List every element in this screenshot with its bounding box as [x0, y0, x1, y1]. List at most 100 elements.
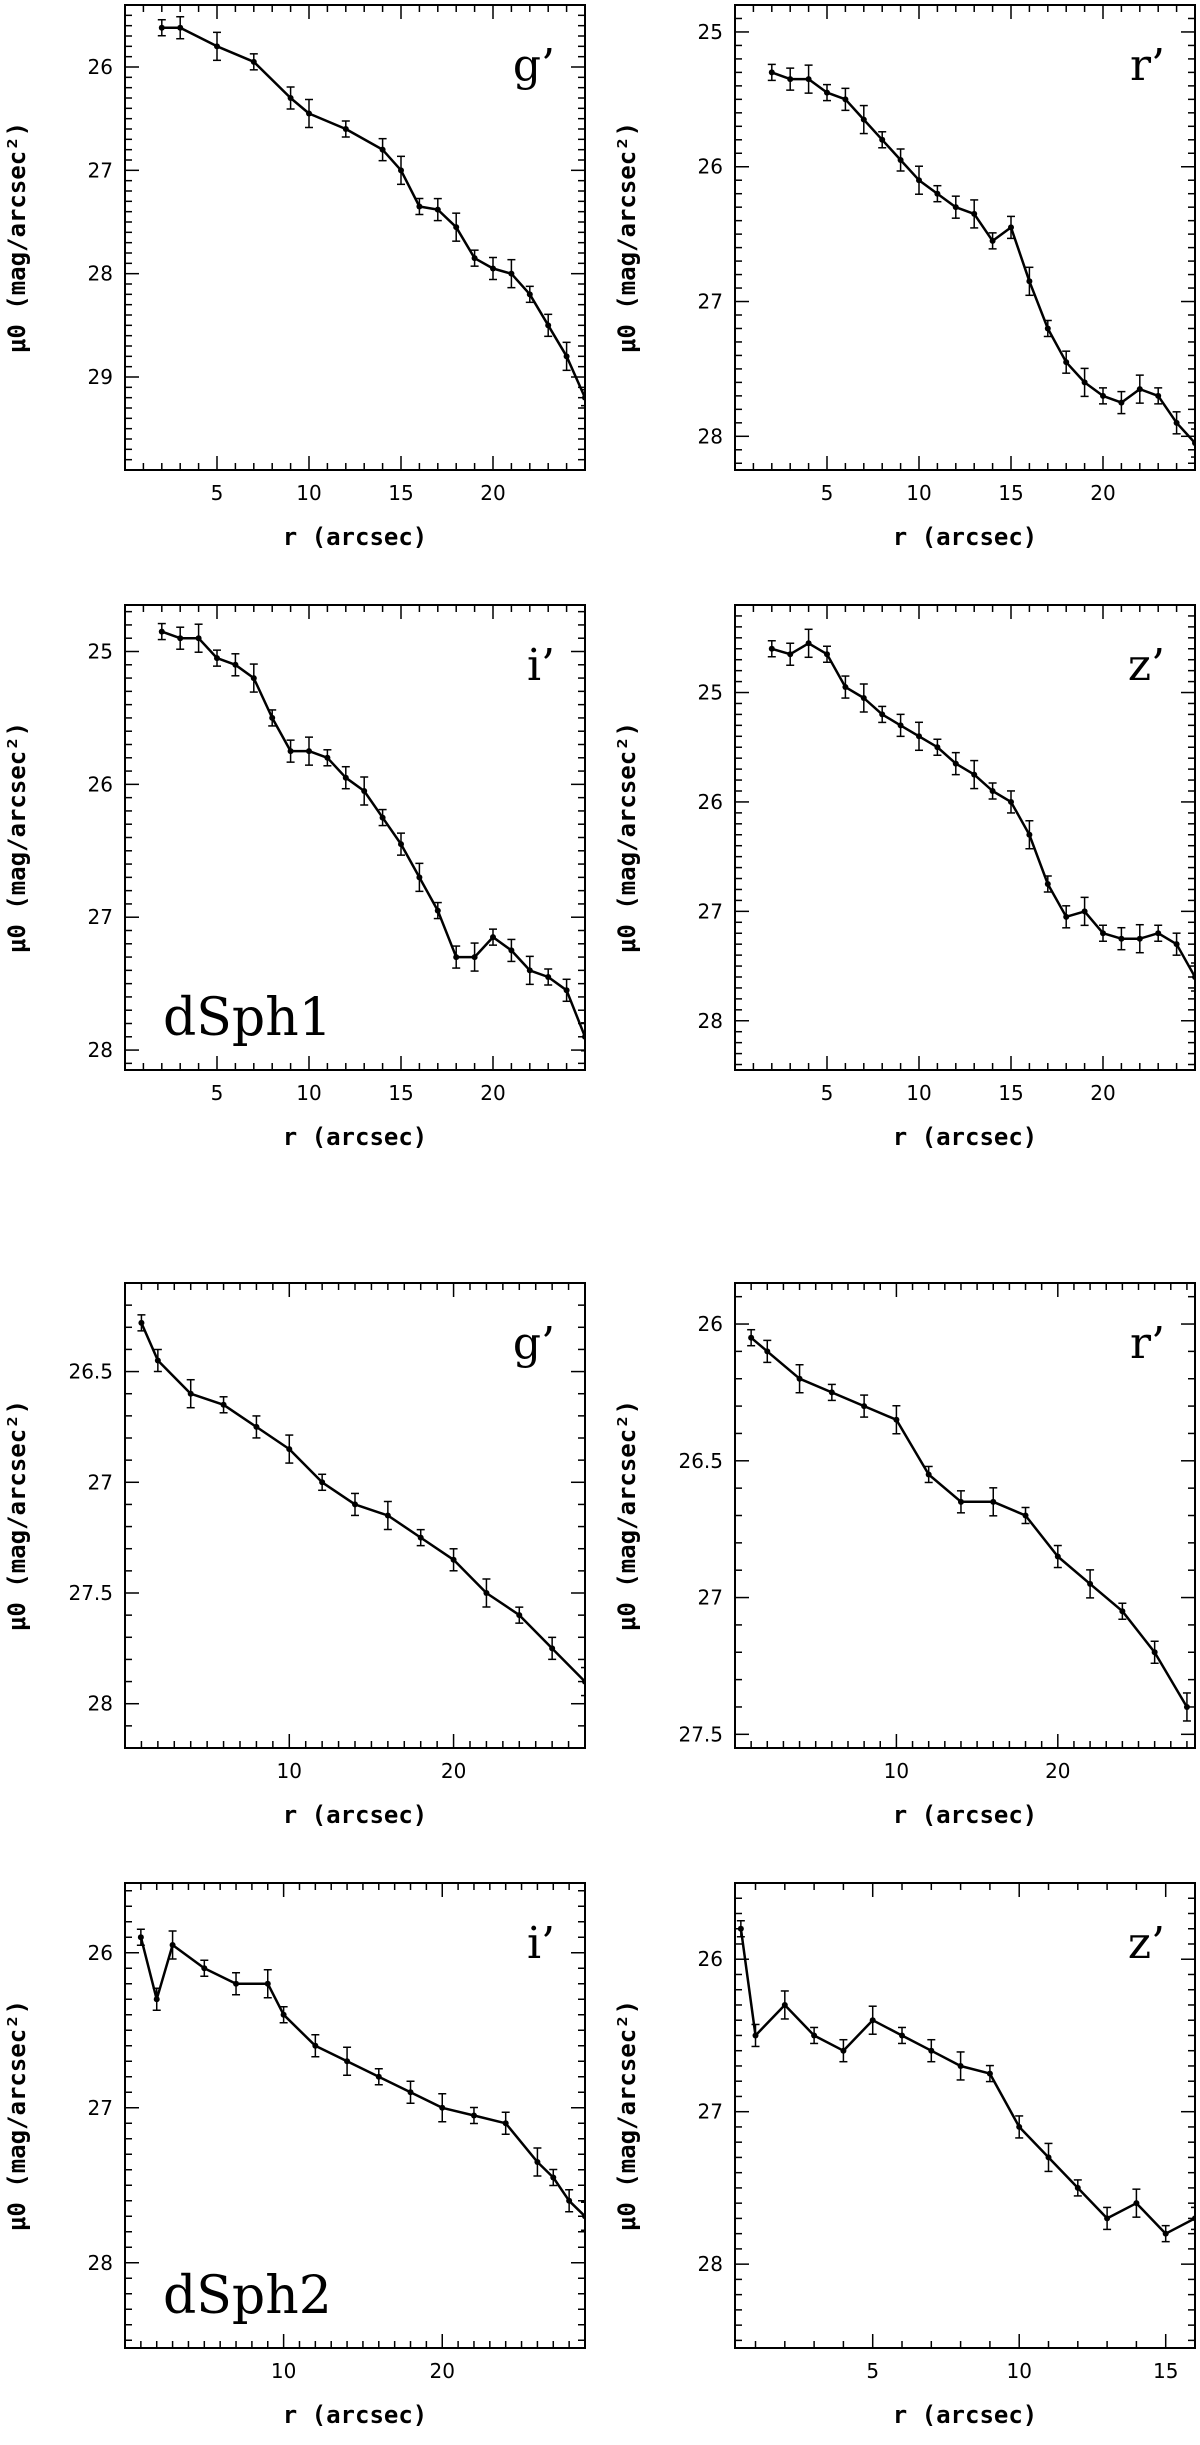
dsph1-i-data-point [379, 814, 386, 821]
dsph1-i-galaxy-label: dSph1 [163, 988, 332, 1048]
dsph1-z-xtick-label: 20 [1090, 1081, 1115, 1105]
dsph2-i-series-line [139, 1936, 585, 2218]
dsph1-r-xtick-label: 20 [1090, 481, 1115, 505]
dsph1-i-data-point [195, 635, 202, 642]
dsph1-r-ytick-label: 27 [698, 290, 723, 314]
dsph1-i-band-label: i’ [527, 640, 555, 691]
dsph1-i-xtick-label: 15 [388, 1081, 413, 1105]
dsph1-z-plot-frame [734, 604, 1196, 1071]
dsph2-i-data-point [470, 2112, 477, 2119]
dsph1-i-data-point [342, 774, 349, 781]
dsph2-g-data-point [187, 1390, 194, 1397]
dsph1-g-xtick-label: 5 [211, 481, 224, 505]
dsph1-r-data-layer [767, 63, 1195, 458]
dsph2-r-data-point [796, 1375, 803, 1382]
dsph1-z-data-point [842, 684, 849, 691]
dsph2-z-band-label: z’ [1128, 1918, 1165, 1969]
dsph2-g-data-point [450, 1556, 457, 1563]
panel-dsph2-r: 10 20 26 26.5 27 27.5 r (arcsec) μ0 (mag/arcsec… [613, 1282, 1196, 1829]
dsph1-i-data-point [287, 748, 294, 755]
dsph2-r-data-point [1022, 1512, 1029, 1519]
dsph2-r-data-point [1087, 1580, 1094, 1587]
dsph1-z-data-point [952, 760, 959, 767]
dsph2-z-data-point [1133, 2200, 1140, 2207]
dsph2-z-data-point [1045, 2154, 1052, 2161]
dsph1-r-data-point [1008, 224, 1014, 231]
dsph2-i-data-point [582, 2213, 585, 2220]
dsph2-i-data-point [264, 1980, 271, 1987]
dsph1-g-data-point [453, 224, 460, 231]
dsph2-i-data-layer [136, 1928, 585, 2231]
dsph1-r-data-point [1063, 359, 1070, 366]
dsph2-i-data-point [280, 2011, 287, 2018]
dsph2-g-data-point [549, 1645, 556, 1652]
dsph2-g-ytick-label: 26.5 [68, 1360, 113, 1384]
dsph2-z-data-point [1074, 2184, 1081, 2191]
dsph1-z-data-point [897, 722, 904, 729]
dsph1-g-data-layer [157, 15, 585, 407]
dsph1-r-xtick-label: 5 [821, 481, 834, 505]
dsph1-r-data-point [1155, 392, 1162, 399]
dsph2-g-data-point [417, 1534, 424, 1541]
dsph1-g-data-point [526, 291, 533, 298]
dsph2-g-y-axis-title: μ0 (mag/arcsec²) [3, 1400, 31, 1631]
dsph1-g-ytick-label: 27 [88, 158, 113, 182]
dsph1-g-ytick-label: 29 [88, 365, 113, 389]
dsph1-r-data-point [824, 89, 830, 96]
dsph1-z-data-point [1136, 935, 1143, 942]
dsph1-i-xtick-label: 20 [480, 1081, 505, 1105]
dsph1-r-xtick-label: 10 [906, 481, 931, 505]
dsph2-i-x-axis-title: r (arcsec) [283, 2401, 428, 2429]
dsph1-g-plot-frame [124, 4, 586, 471]
dsph1-r-y-axis-title: μ0 (mag/arcsec²) [613, 122, 641, 353]
dsph1-z-data-point [1155, 930, 1162, 937]
dsph2-i-xtick-label: 10 [271, 2359, 296, 2383]
dsph1-g-data-point [214, 43, 220, 50]
dsph1-i-data-point [361, 788, 368, 794]
dsph1-i-data-point [250, 675, 257, 682]
dsph1-z-data-layer [767, 628, 1195, 992]
dsph1-i-ytick-label: 28 [88, 1038, 113, 1062]
dsph2-z-ytick-label: 26 [698, 1947, 723, 1971]
dsph1-r-data-point [787, 76, 794, 83]
dsph2-i-data-point [344, 2058, 351, 2065]
dsph2-g-data-layer [137, 1314, 585, 1697]
dsph1-z-ytick-label: 27 [698, 899, 723, 923]
dsph1-i-data-point [158, 628, 165, 635]
dsph2-i-data-point [550, 2174, 557, 2181]
dsph2-i-y-axis-title: μ0 (mag/arcsec²) [3, 2000, 31, 2231]
dsph1-z-data-point [1118, 935, 1125, 942]
dsph2-i-data-point [153, 1996, 160, 2003]
dsph1-r-data-point [860, 116, 867, 123]
dsph2-r-data-point [1151, 1649, 1158, 1656]
dsph1-z-data-point [916, 733, 922, 740]
dsph1-i-data-point [490, 934, 496, 941]
dsph2-g-ytick-label: 27 [88, 1470, 113, 1494]
dsph1-z-series-line [771, 642, 1195, 978]
dsph2-z-plot-frame [734, 1882, 1196, 2349]
dsph1-r-data-point [971, 210, 978, 217]
panel-dsph1-i: 5 10 15 20 25 26 27 28 r (arcsec) μ0 (mag/arcsec²… [3, 604, 586, 1151]
dsph1-r-x-axis-title: r (arcsec) [893, 523, 1038, 551]
dsph1-r-ytick-label: 28 [698, 424, 723, 448]
dsph2-z-ytick-label: 27 [698, 2100, 723, 2124]
dsph1-z-data-point [1173, 941, 1180, 948]
dsph1-i-ytick-label: 26 [88, 772, 113, 796]
panel-dsph2-z: 5 10 15 26 27 28 r (arcsec) μ0 (mag/arcsec²) z’ [613, 1882, 1196, 2429]
dsph1-g-band-label: g’ [513, 40, 555, 91]
panel-dsph2-g: 10 20 26.5 27 27.5 28 r (arcsec) μ0 (mag/arcsec… [3, 1282, 586, 1829]
dsph1-z-data-point [1081, 908, 1088, 915]
dsph1-g-x-axis-title: r (arcsec) [283, 523, 428, 551]
dsph1-r-plot-frame [734, 4, 1196, 471]
dsph2-r-band-label: r’ [1130, 1318, 1165, 1369]
dsph1-i-y-axis-title: μ0 (mag/arcsec²) [3, 722, 31, 953]
dsph1-i-xtick-label: 10 [296, 1081, 321, 1105]
dsph1-r-data-point [1192, 440, 1195, 447]
dsph2-g-band-label: g’ [513, 1318, 555, 1369]
dsph2-r-y-axis-title: μ0 (mag/arcsec²) [613, 1400, 641, 1631]
dsph2-i-ytick-label: 27 [88, 2096, 113, 2120]
dsph2-r-ytick-label: 27 [698, 1586, 723, 1610]
dsph2-i-data-point [201, 1965, 208, 1972]
dsph1-g-data-point [158, 24, 165, 31]
dsph2-i-band-label: i’ [527, 1918, 555, 1969]
